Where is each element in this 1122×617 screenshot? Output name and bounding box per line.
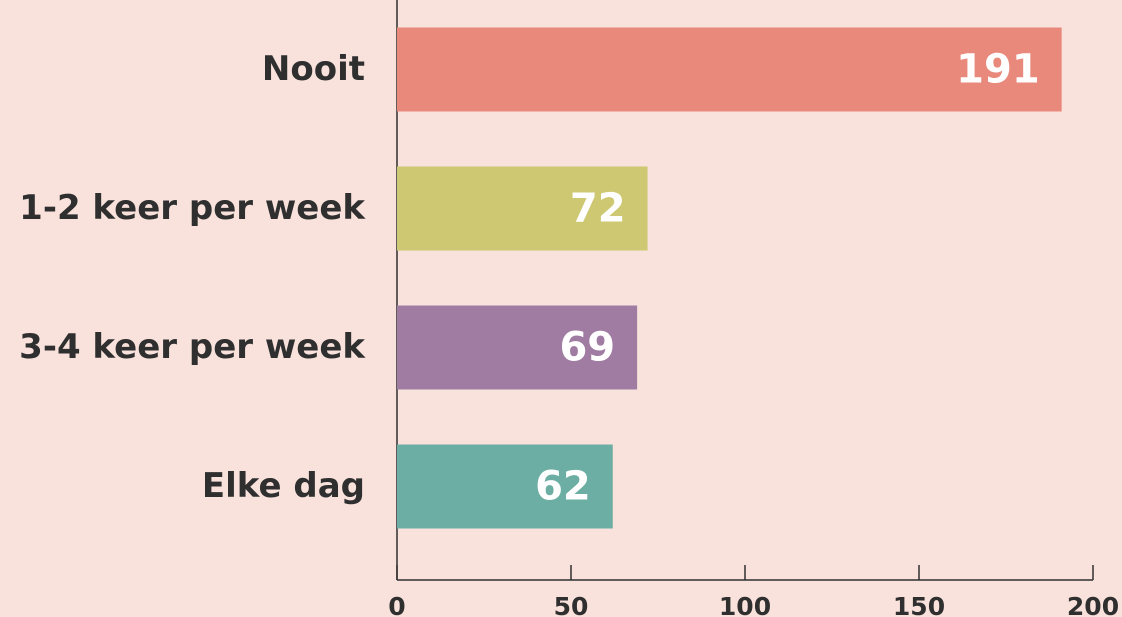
y-tick-label: Elke dag — [202, 466, 365, 506]
value-label: 191 — [956, 47, 1040, 93]
bar — [397, 166, 648, 251]
bar — [397, 305, 638, 390]
value-label: 72 — [570, 186, 626, 232]
bar — [397, 27, 1062, 112]
x-tick-label: 50 — [554, 592, 589, 617]
y-tick-label: 3-4 keer per week — [19, 327, 366, 367]
x-tick-label: 0 — [388, 592, 405, 617]
x-tick-label: 200 — [1067, 592, 1119, 617]
y-tick-label: Nooit — [262, 49, 365, 89]
value-label: 62 — [535, 464, 591, 510]
y-tick-label: 1-2 keer per week — [19, 188, 366, 228]
value-label: 69 — [559, 325, 615, 371]
x-tick-label: 150 — [893, 592, 945, 617]
x-tick-label: 100 — [719, 592, 771, 617]
bar — [397, 444, 613, 529]
